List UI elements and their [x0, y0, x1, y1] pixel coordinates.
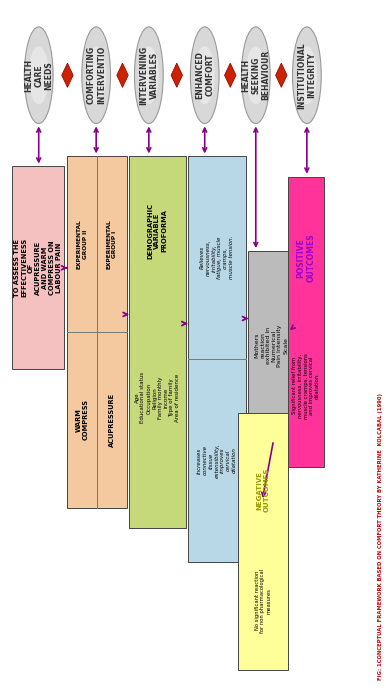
Text: Increases
connective
tissue
extensibility,
improves
cervical
dilatation: Increases connective tissue extensibilit…	[197, 443, 237, 477]
Polygon shape	[238, 413, 288, 670]
Polygon shape	[249, 251, 294, 440]
Polygon shape	[225, 63, 236, 87]
Text: Mothers
reaction
exhibited in
Numerical
Pain Intensity
Scale: Mothers reaction exhibited in Numerical …	[254, 325, 288, 366]
Text: INSTITUTIONAL
INTEGRITY: INSTITUTIONAL INTEGRITY	[297, 42, 317, 109]
Text: TO ASSESS THE
EFFECTIVENESS
OF
ACUPRESSURE
AND WARM
COMPRESS ON
LABOUR PAIN: TO ASSESS THE EFFECTIVENESS OF ACUPRESSU…	[14, 238, 62, 297]
Polygon shape	[188, 156, 246, 562]
Text: WARM
COMPRESS: WARM COMPRESS	[76, 399, 89, 440]
Polygon shape	[171, 63, 183, 87]
Text: NEGATIVE
OUTCOMES: NEGATIVE OUTCOMES	[256, 468, 269, 512]
Text: ENHANCED
COMFORT: ENHANCED COMFORT	[195, 51, 214, 99]
Ellipse shape	[134, 27, 163, 124]
Ellipse shape	[24, 27, 53, 124]
Polygon shape	[129, 156, 186, 528]
Text: EXPERIMENTAL
GROUP II: EXPERIMENTAL GROUP II	[77, 219, 88, 269]
Ellipse shape	[139, 46, 159, 104]
Ellipse shape	[195, 46, 215, 104]
Ellipse shape	[190, 27, 219, 124]
Ellipse shape	[86, 46, 106, 104]
Ellipse shape	[297, 46, 317, 104]
Polygon shape	[117, 63, 128, 87]
Text: EXPERIMENTAL
GROUP I: EXPERIMENTAL GROUP I	[106, 219, 117, 269]
Text: Age
Educational status
Occupation
Religion
Family monthly
income
Type of family
: Age Educational status Occupation Religi…	[135, 372, 180, 424]
Ellipse shape	[293, 27, 321, 124]
Polygon shape	[12, 166, 64, 369]
Text: POSITIVE
OUTCOMES: POSITIVE OUTCOMES	[296, 234, 316, 282]
Text: FIG: 1CONCEPTUAL FRAMEWORK BASED ON COMFORT THEORY BY KATHERINE  KOLCABAL (1990): FIG: 1CONCEPTUAL FRAMEWORK BASED ON COMF…	[378, 393, 383, 680]
Text: ACUPRESSURE: ACUPRESSURE	[109, 393, 115, 447]
Text: No significant reaction
for non pharmacological
measures: No significant reaction for non pharmaco…	[255, 568, 271, 632]
Ellipse shape	[29, 46, 49, 104]
Polygon shape	[276, 63, 287, 87]
Ellipse shape	[241, 27, 270, 124]
Ellipse shape	[82, 27, 110, 124]
Text: DEMOGRAPHIC
VARIABLE
PROFORMA: DEMOGRAPHIC VARIABLE PROFORMA	[147, 202, 168, 259]
Text: INTERVENING
VARIABLES: INTERVENING VARIABLES	[139, 45, 159, 105]
Text: HEALTH
CARE
NEEDS: HEALTH CARE NEEDS	[24, 59, 54, 92]
Text: Significant relief from
nervousness, irritability,
muscle cramps, tensions
and i: Significant relief from nervousness, irr…	[292, 353, 320, 419]
Text: HEALTH
SEEKING
BEHAVIOUR: HEALTH SEEKING BEHAVIOUR	[241, 50, 271, 101]
Ellipse shape	[246, 46, 266, 104]
Polygon shape	[62, 63, 73, 87]
Text: COMFORTING
INTERVENTIO: COMFORTING INTERVENTIO	[86, 46, 106, 105]
Polygon shape	[288, 177, 324, 467]
Polygon shape	[68, 156, 127, 507]
Text: Relieves
nervousness,
irritability,
fatigue, muscle
cramps,
muscle tension.: Relieves nervousness, irritability, fati…	[200, 236, 234, 279]
